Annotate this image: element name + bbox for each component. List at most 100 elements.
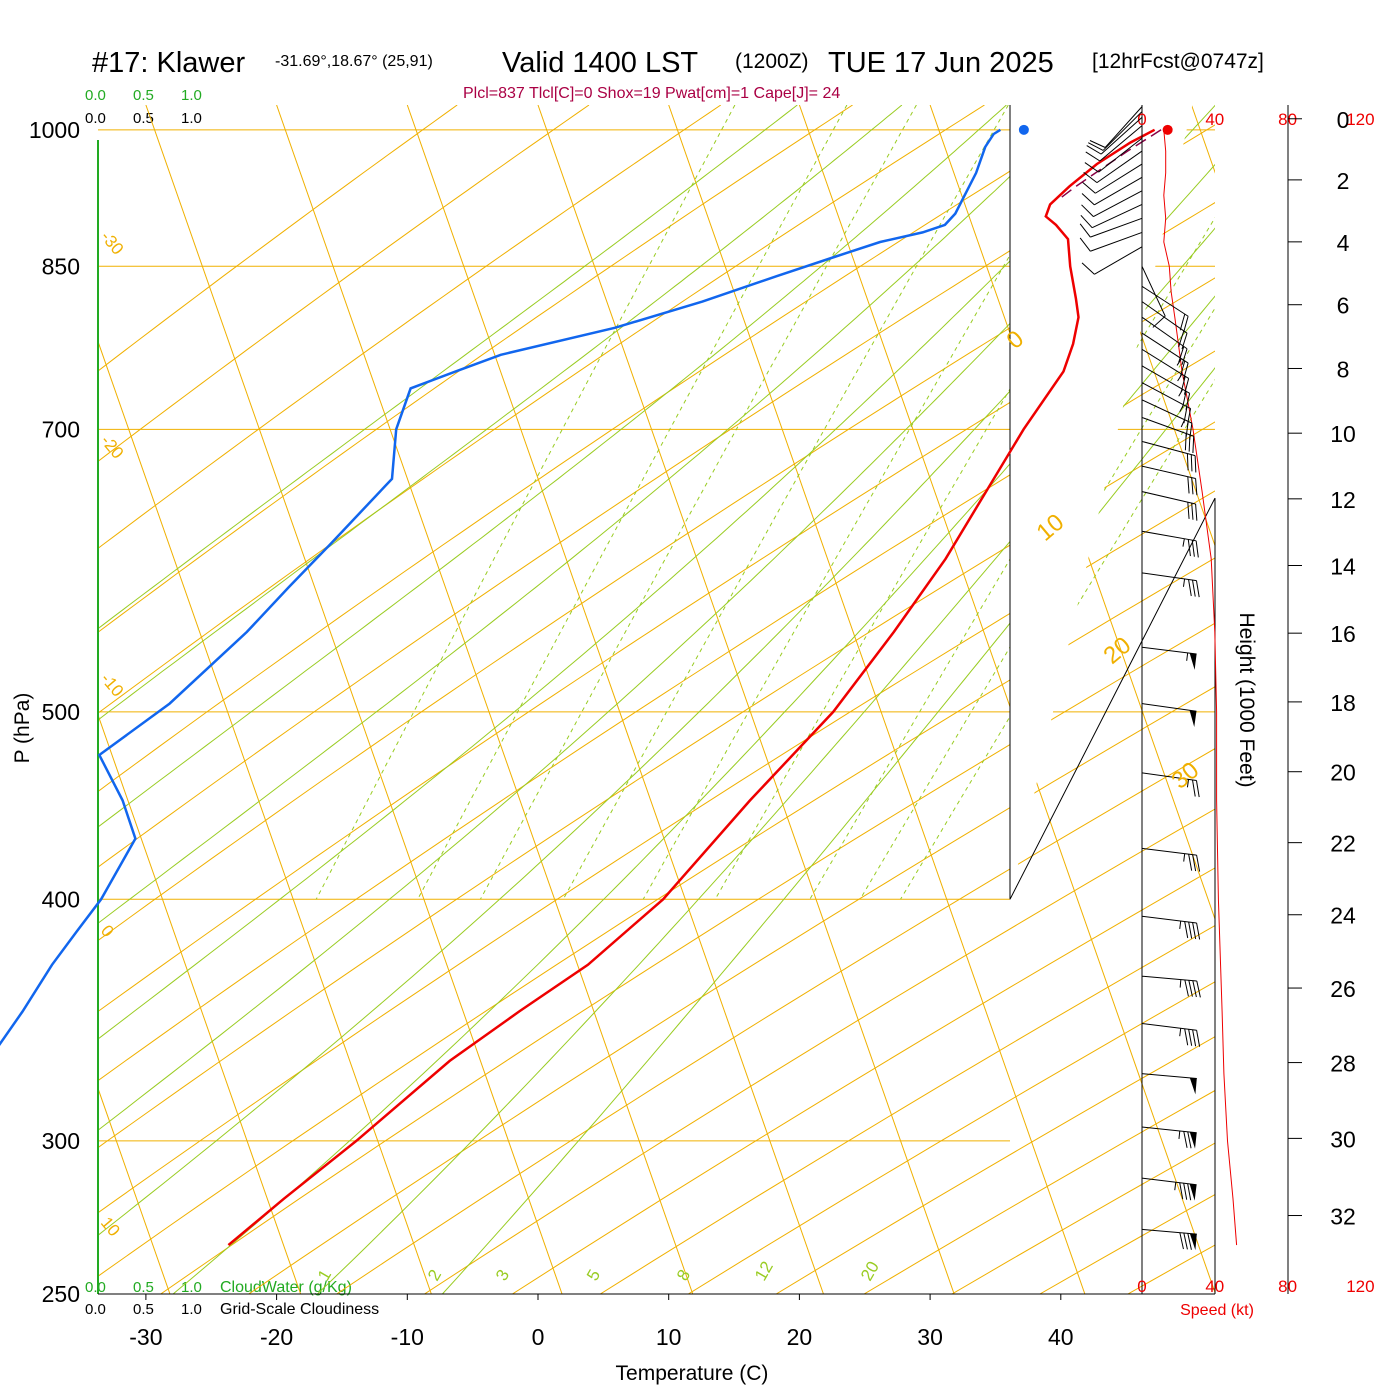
wind-barb xyxy=(1141,440,1197,473)
barb-half xyxy=(1183,853,1186,862)
barb-full xyxy=(1183,316,1189,333)
barb-full xyxy=(1182,391,1187,408)
wind-barb xyxy=(1141,266,1166,328)
dry-adiabat-line xyxy=(98,104,590,1294)
barb-staff xyxy=(1141,572,1197,582)
plot-boundary xyxy=(1009,105,1216,900)
temperature-tick-label: 40 xyxy=(1048,1324,1074,1350)
valid-time: Valid 1400 LST xyxy=(502,47,698,79)
barb-staff xyxy=(1141,1073,1197,1079)
dry-adiabat-line xyxy=(160,104,1215,1294)
wind-barb xyxy=(1089,106,1143,148)
wind-barb xyxy=(1141,1177,1197,1201)
barb-staff xyxy=(1141,530,1197,542)
height-tick-label: 4 xyxy=(1337,230,1350,256)
speed-tick-top: 40 xyxy=(1205,110,1224,129)
height-tick-label: 32 xyxy=(1330,1204,1356,1230)
mixing-ratio-line xyxy=(417,104,848,900)
barb-staff xyxy=(1141,1228,1197,1235)
barb-full xyxy=(1192,579,1196,597)
right-panels: 0040408080120120024681012141618202224262… xyxy=(1079,105,1375,1296)
wind-barb xyxy=(1085,125,1143,162)
moist-adiabat-line xyxy=(442,104,1215,1294)
barb-full xyxy=(1187,539,1191,557)
cloudwater-tick-bottom-0: 0.0 xyxy=(85,1279,106,1296)
wind-barb xyxy=(1080,203,1143,229)
mixing-ratio-line xyxy=(562,104,1009,900)
station-title: #17: Klawer xyxy=(92,47,245,79)
wind-barb xyxy=(1141,465,1198,496)
dry-adiabat-line xyxy=(336,104,1215,1294)
barb-full xyxy=(1184,921,1189,939)
barb-full xyxy=(1082,181,1096,194)
barb-full xyxy=(1084,162,1099,173)
wind-barb xyxy=(1081,246,1143,275)
wind-barb xyxy=(1141,1126,1197,1149)
barb-staff xyxy=(1093,190,1143,218)
barb-full xyxy=(1188,921,1193,939)
barb-flag xyxy=(1189,1233,1197,1251)
wind-barb xyxy=(1081,190,1143,218)
cloudiness-tick-bottom-2: 1.0 xyxy=(181,1301,202,1318)
wind-barb xyxy=(1088,111,1143,151)
moist-adiabat-line xyxy=(98,104,798,1294)
barb-full xyxy=(1192,1029,1197,1047)
moist-adiabat-line xyxy=(98,104,903,1294)
dewpoint-line xyxy=(0,128,1002,1047)
dry-adiabat-line xyxy=(98,104,1215,1294)
barb-full xyxy=(1085,151,1101,162)
barb-full xyxy=(1179,1232,1184,1250)
surface-temperature-dot xyxy=(1162,124,1173,135)
barb-full xyxy=(1192,854,1197,872)
cloudiness-tick-top-2: 1.0 xyxy=(181,110,202,127)
barb-full xyxy=(1195,540,1199,558)
wind-barb xyxy=(1086,116,1143,155)
barb-full xyxy=(1178,346,1185,363)
barb-half xyxy=(1174,1182,1177,1191)
wind-barb xyxy=(1141,915,1201,940)
barb-full xyxy=(1191,503,1194,520)
wind-barb xyxy=(1141,646,1197,670)
barb-half xyxy=(1182,578,1186,587)
pressure-tick-label: 500 xyxy=(42,699,80,725)
barb-full xyxy=(1191,477,1194,495)
barb-flag xyxy=(1189,1077,1197,1095)
dry-adiabat-line xyxy=(98,104,1117,1294)
barb-staff xyxy=(1100,116,1143,155)
wind-barb xyxy=(1079,231,1143,252)
barb-staff xyxy=(1091,203,1143,229)
barb-staff xyxy=(1141,772,1197,782)
barb-staff xyxy=(1141,1126,1197,1134)
speed-tick-top: 0 xyxy=(1137,110,1146,129)
barb-half xyxy=(1178,1130,1181,1139)
barb-staff xyxy=(1141,465,1196,479)
barb-half xyxy=(1179,1028,1182,1037)
barb-full xyxy=(1187,1233,1192,1250)
mixing-ratio-line xyxy=(315,104,736,900)
isotherm-line xyxy=(537,104,955,1294)
cloudiness-label: Grid-Scale Cloudiness xyxy=(220,1301,379,1318)
barb-full xyxy=(1088,142,1104,151)
barb-full xyxy=(1183,1232,1188,1250)
barb-full xyxy=(1187,1131,1192,1149)
barb-full xyxy=(1086,145,1102,155)
barb-full xyxy=(1183,1183,1188,1200)
height-tick-label: 0 xyxy=(1337,107,1350,133)
pressure-tick-label: 250 xyxy=(42,1281,80,1307)
isotherm-line xyxy=(98,104,302,1294)
barb-staff xyxy=(1098,137,1143,173)
barb-full xyxy=(1181,333,1188,350)
barb-full xyxy=(1079,237,1091,252)
barb-staff xyxy=(1141,491,1196,505)
barb-staff xyxy=(1090,231,1143,252)
station-coords: -31.69°,18.67° (25,91) xyxy=(275,53,433,70)
pressure-tick-label: 700 xyxy=(42,416,80,442)
barb-full xyxy=(1196,922,1201,940)
barb-flag xyxy=(1189,653,1197,670)
speed-tick-bottom: 0 xyxy=(1137,1277,1146,1296)
barb-staff xyxy=(1141,382,1191,409)
height-tick-label: 14 xyxy=(1330,553,1356,579)
barb-staff xyxy=(1141,416,1194,437)
temperature-tick-label: -10 xyxy=(391,1324,424,1350)
dry-adiabat-line xyxy=(98,104,1215,1294)
